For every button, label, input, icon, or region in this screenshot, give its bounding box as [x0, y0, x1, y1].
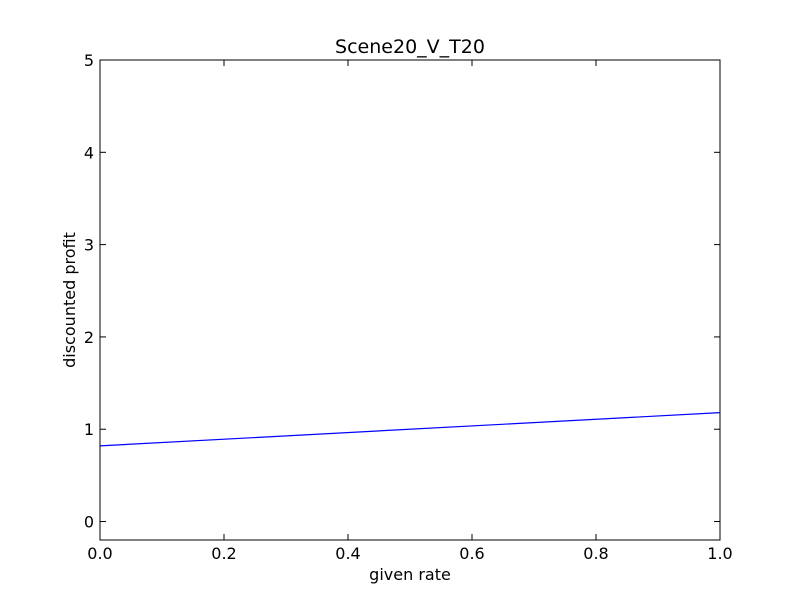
x-tick-label: 0.2: [211, 544, 236, 563]
series-layer: [99, 412, 721, 447]
y-tick-label: 0: [84, 513, 94, 532]
x-tick-label: 0.0: [87, 544, 112, 563]
x-tick-label: 0.4: [335, 544, 360, 563]
y-axis-label: discounted profit: [60, 232, 79, 368]
x-tick-label: 1.0: [707, 544, 732, 563]
y-tick-label: 5: [84, 51, 94, 70]
y-tick-label: 1: [84, 420, 94, 439]
chart-title: Scene20_V_T20: [335, 36, 485, 58]
y-tick-label: 4: [84, 143, 94, 162]
series-line: [99, 412, 721, 447]
tick-labels-layer: 0.0 0.2 0.4 0.6 0.8 1.0 0 1 2 3 4 5: [84, 51, 733, 563]
y-tick-label: 3: [84, 236, 94, 255]
x-tick-label: 0.6: [459, 544, 484, 563]
x-tick-label: 0.8: [583, 544, 608, 563]
y-tick-label: 2: [84, 328, 94, 347]
x-axis-label: given rate: [369, 565, 451, 584]
plot-area: [100, 60, 720, 540]
plot-frame: [99, 59, 721, 541]
